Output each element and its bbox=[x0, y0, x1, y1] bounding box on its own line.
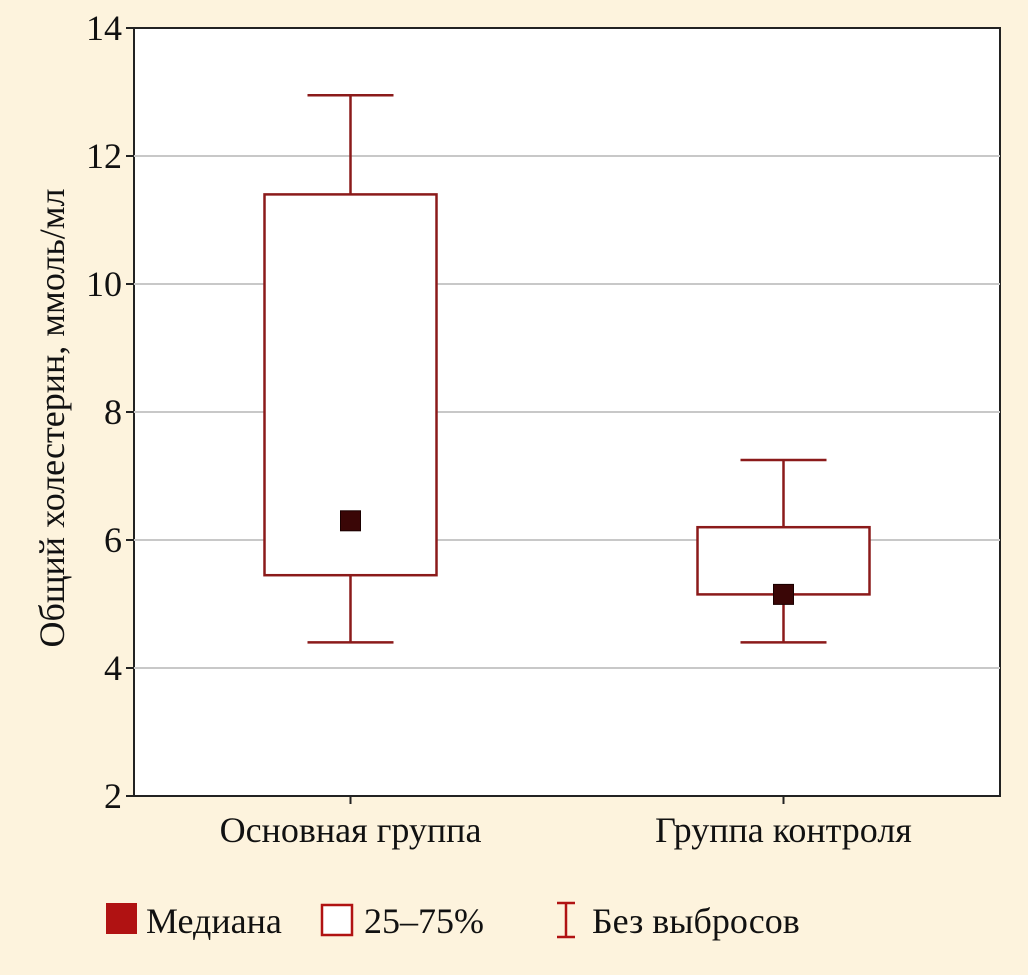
median-marker bbox=[340, 510, 361, 532]
legend-iqr-label: 25–75% bbox=[364, 901, 484, 941]
legend-item-median: Медиана bbox=[106, 901, 282, 941]
median-marker bbox=[773, 583, 794, 605]
legend-iqr-swatch bbox=[320, 903, 354, 937]
y-axis-ticks: 2 4 6 8 10 12 14 bbox=[86, 8, 134, 816]
legend-item-iqr: 25–75% bbox=[320, 901, 484, 941]
y-tick-label: 10 bbox=[86, 264, 122, 304]
y-axis-title: Общий холестерин, ммоль/мл bbox=[32, 188, 72, 647]
y-tick-label: 14 bbox=[86, 8, 122, 48]
legend: Медиана 25–75% Без выбросов bbox=[106, 901, 800, 941]
y-tick-label: 12 bbox=[86, 136, 122, 176]
y-tick-label: 2 bbox=[104, 776, 122, 816]
y-tick-label: 6 bbox=[104, 520, 122, 560]
legend-median-label: Медиана bbox=[146, 901, 282, 941]
y-tick-label: 4 bbox=[104, 648, 122, 688]
legend-whisker-label: Без выбросов bbox=[592, 901, 800, 941]
legend-item-whisker: Без выбросов bbox=[557, 901, 800, 941]
x-category-label: Основная группа bbox=[220, 810, 482, 850]
legend-median-swatch bbox=[106, 903, 137, 934]
x-category-label: Группа контроля bbox=[655, 810, 912, 850]
boxes bbox=[263, 93, 871, 644]
y-tick-label: 8 bbox=[104, 392, 122, 432]
box-group bbox=[696, 458, 871, 644]
box-group bbox=[263, 93, 438, 644]
x-axis-ticks: Основная группа Группа контроля bbox=[220, 796, 912, 850]
